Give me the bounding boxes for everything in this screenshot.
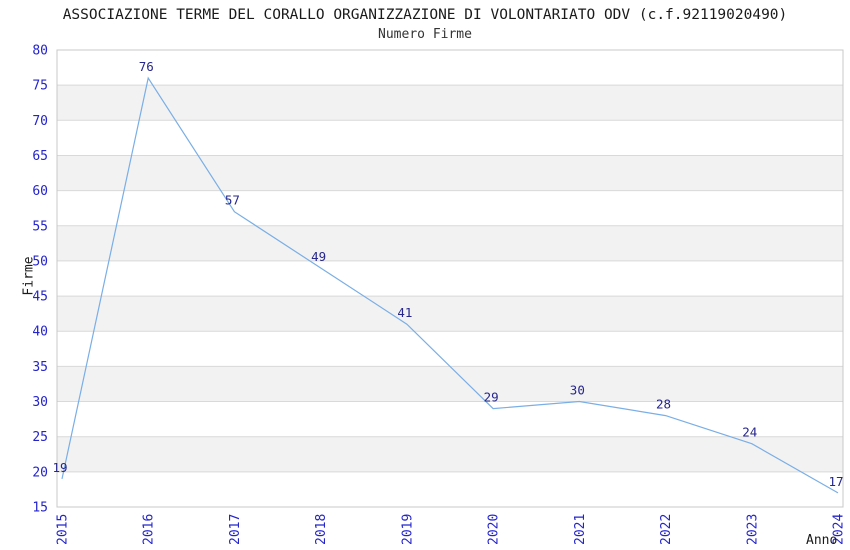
- x-tick-label: 2023: [745, 514, 760, 545]
- data-label: 41: [397, 305, 412, 320]
- y-tick-label: 30: [32, 395, 48, 410]
- y-axis-title: Firme: [21, 256, 37, 296]
- y-tick-label: 15: [32, 501, 48, 516]
- band: [57, 436, 843, 472]
- band: [57, 366, 843, 402]
- x-tick-label: 2024: [832, 514, 847, 545]
- y-tick-label: 45: [32, 290, 48, 305]
- data-label: 28: [656, 397, 671, 412]
- y-tick-label: 55: [32, 219, 48, 234]
- x-tick-label: 2020: [487, 514, 502, 545]
- data-label: 57: [225, 193, 240, 208]
- y-tick-label: 20: [32, 465, 48, 480]
- data-label: 30: [570, 383, 585, 398]
- x-tick-label: 2017: [228, 514, 243, 545]
- x-axis-title: Anno: [806, 533, 838, 548]
- y-tick-label: 75: [32, 79, 48, 94]
- data-label: 29: [484, 390, 499, 405]
- data-label: 49: [311, 249, 326, 264]
- x-tick-label: 2021: [573, 514, 588, 545]
- y-tick-label: 70: [32, 114, 48, 129]
- band: [57, 85, 843, 121]
- data-label: 76: [139, 59, 154, 74]
- x-tick-label: 2019: [400, 514, 415, 545]
- band: [57, 155, 843, 191]
- x-tick-label: 2015: [56, 514, 71, 545]
- chart-title: ASSOCIAZIONE TERME DEL CORALLO ORGANIZZA…: [62, 7, 788, 23]
- y-tick-label: 65: [32, 149, 48, 164]
- y-tick-label: 60: [32, 184, 48, 199]
- x-tick-label: 2018: [314, 514, 329, 545]
- y-tick-label: 35: [32, 360, 48, 375]
- y-tick-label: 80: [32, 44, 48, 59]
- x-tick-label: 2022: [659, 514, 674, 545]
- chart-subtitle: Numero Firme: [378, 27, 472, 42]
- y-tick-label: 25: [32, 430, 48, 445]
- y-tick-label: 40: [32, 325, 48, 340]
- data-label: 24: [742, 425, 757, 440]
- data-label: 19: [52, 460, 67, 475]
- series-line: [61, 76, 839, 494]
- band: [57, 225, 843, 261]
- plot-border: [56, 49, 844, 508]
- data-label: 17: [828, 474, 843, 489]
- band: [57, 296, 843, 332]
- y-tick-label: 50: [32, 254, 48, 269]
- x-tick-label: 2016: [142, 514, 157, 545]
